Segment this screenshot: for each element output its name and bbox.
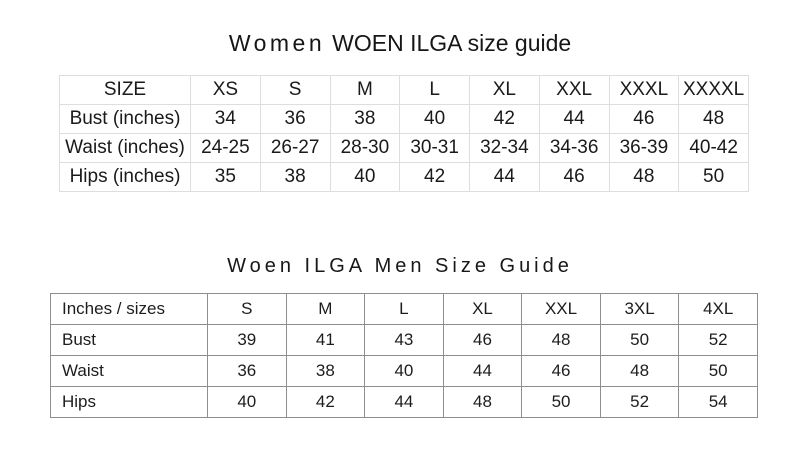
size-value-cell: 52: [599, 386, 680, 418]
size-value-cell: 48: [608, 162, 680, 192]
column-header: XS: [190, 75, 261, 105]
column-header: XXL: [521, 293, 601, 325]
column-header: M: [329, 75, 401, 105]
size-value-cell: 52: [678, 324, 758, 356]
size-value-cell: 28-30: [329, 133, 401, 163]
size-value-cell: 54: [678, 386, 758, 418]
size-value-cell: 42: [469, 104, 540, 134]
size-value-cell: 38: [259, 162, 331, 192]
table-row: Waist 36 38 40 44 46 48 50: [50, 355, 758, 387]
row-label: Hips (inches): [59, 162, 191, 192]
size-value-cell: 46: [608, 104, 680, 134]
table-row: Bust (inches) 34 36 38 40 42 44 46 48: [59, 104, 749, 134]
size-value-cell: 46: [442, 324, 523, 356]
men-size-table: Inches / sizes S M L XL XXL 3XL 4XL Bust 39 41 43 46…: [50, 293, 758, 418]
size-value-cell: 50: [599, 324, 680, 356]
size-value-cell: 48: [599, 355, 680, 387]
row-label: Waist (inches): [59, 133, 191, 163]
size-value-cell: 50: [521, 386, 601, 418]
column-header: XL: [442, 293, 523, 325]
size-value-cell: 48: [521, 324, 601, 356]
size-value-cell: 40: [329, 162, 401, 192]
size-value-cell: 35: [190, 162, 261, 192]
size-value-cell: 39: [207, 324, 287, 356]
header-row: Inches / sizes S M L XL XXL 3XL 4XL: [50, 293, 758, 325]
size-value-cell: 26-27: [259, 133, 331, 163]
column-header: L: [364, 293, 444, 325]
header-row: SIZE XS S M L XL XXL XXXL XXXXL: [59, 75, 749, 105]
column-header: S: [259, 75, 331, 105]
size-value-cell: 50: [678, 162, 749, 192]
size-value-cell: 48: [678, 104, 749, 134]
row-label: Hips: [50, 386, 208, 418]
size-value-cell: 38: [285, 355, 366, 387]
size-value-cell: 40: [207, 386, 287, 418]
size-value-cell: 44: [538, 104, 610, 134]
size-value-cell: 50: [678, 355, 758, 387]
column-header: XXL: [538, 75, 610, 105]
women-size-guide-title: Women WOEN ILGA size guide: [0, 30, 800, 57]
size-value-cell: 24-25: [190, 133, 261, 163]
size-value-cell: 44: [469, 162, 540, 192]
column-header: SIZE: [59, 75, 191, 105]
column-header: XXXL: [608, 75, 680, 105]
column-header: S: [207, 293, 287, 325]
size-value-cell: 42: [285, 386, 366, 418]
size-value-cell: 41: [285, 324, 366, 356]
table-row: Bust 39 41 43 46 48 50 52: [50, 324, 758, 356]
size-value-cell: 30-31: [399, 133, 470, 163]
size-value-cell: 44: [442, 355, 523, 387]
size-value-cell: 42: [399, 162, 470, 192]
row-label: Waist: [50, 355, 208, 387]
women-title-word: Women: [228, 30, 326, 56]
size-value-cell: 48: [442, 386, 523, 418]
size-value-cell: 34-36: [538, 133, 610, 163]
size-value-cell: 46: [538, 162, 610, 192]
size-value-cell: 43: [364, 324, 444, 356]
men-size-guide-title: Woen ILGA Men Size Guide: [227, 255, 573, 277]
column-header: M: [285, 293, 366, 325]
size-value-cell: 34: [190, 104, 261, 134]
size-value-cell: 44: [364, 386, 444, 418]
size-value-cell: 32-34: [469, 133, 540, 163]
size-value-cell: 38: [329, 104, 401, 134]
table-row: Hips 40 42 44 48 50 52 54: [50, 386, 758, 418]
column-header: Inches / sizes: [50, 293, 208, 325]
size-value-cell: 36-39: [608, 133, 680, 163]
column-header: XXXXL: [678, 75, 749, 105]
column-header: XL: [469, 75, 540, 105]
column-header: 4XL: [678, 293, 758, 325]
table-row: Waist (inches) 24-25 26-27 28-30 30-31 32-34 3…: [59, 133, 749, 163]
size-value-cell: 36: [259, 104, 331, 134]
women-title-rest: WOEN ILGA size guide: [332, 30, 572, 56]
size-value-cell: 36: [207, 355, 287, 387]
size-value-cell: 40: [399, 104, 470, 134]
size-value-cell: 46: [521, 355, 601, 387]
column-header: 3XL: [599, 293, 680, 325]
size-value-cell: 40: [364, 355, 444, 387]
row-label: Bust (inches): [59, 104, 191, 134]
size-value-cell: 40-42: [678, 133, 749, 163]
table-row: Hips (inches) 35 38 40 42 44 46 48 50: [59, 162, 749, 192]
row-label: Bust: [50, 324, 208, 356]
women-size-table: SIZE XS S M L XL XXL XXXL XXXXL Bust (inches) 34 36…: [59, 75, 749, 192]
column-header: L: [399, 75, 470, 105]
